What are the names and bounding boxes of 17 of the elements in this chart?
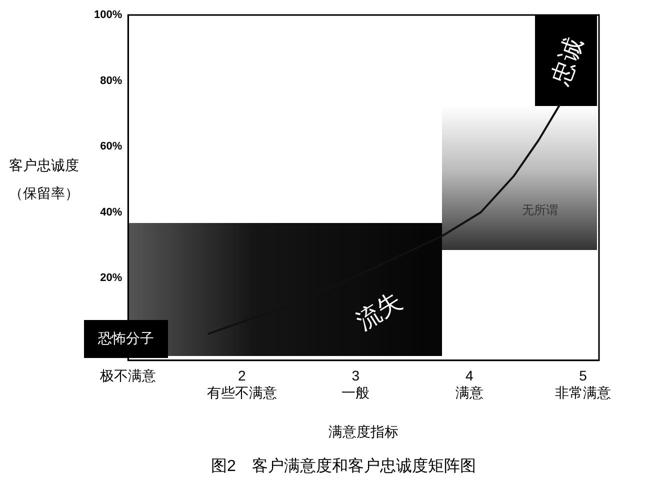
y-axis-title: 客户忠诚度（保留率） xyxy=(8,157,80,204)
y-tick-label: 20% xyxy=(100,272,122,284)
x-tick-label: 4 满意 xyxy=(455,368,484,400)
x-tick-label: 极不满意 xyxy=(99,368,156,384)
y-tick-label: 100% xyxy=(94,9,122,22)
x-tick-label: 3 一般 xyxy=(342,368,370,400)
x-axis-title: 满意度指标 xyxy=(328,423,399,440)
text: 图2 客户满意度和客户忠诚度矩阵图 xyxy=(211,456,476,475)
annotation: 恐怖分子 xyxy=(84,320,168,358)
annotation: 忠诚 xyxy=(544,32,590,90)
annotation: 流失 xyxy=(350,285,408,338)
y-tick-label: 40% xyxy=(100,206,122,218)
x-tick-label: 5 非常满意 xyxy=(555,368,612,400)
annotation: 无所谓 xyxy=(522,202,558,219)
y-tick-label: 60% xyxy=(100,140,122,153)
x-tick-label: 2 有些不满意 xyxy=(206,368,277,400)
y-tick-label: 80% xyxy=(100,74,122,87)
